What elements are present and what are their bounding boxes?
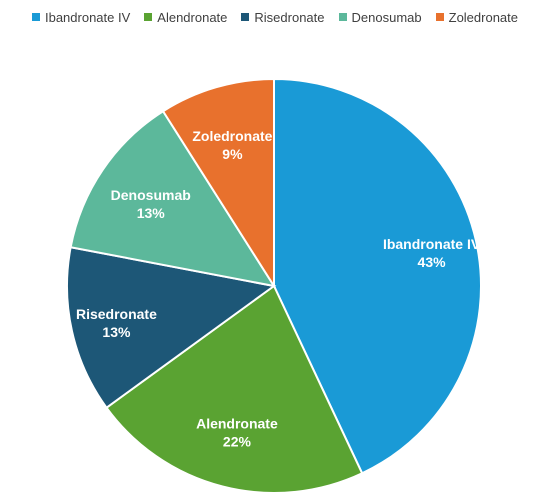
legend-swatch-zoledronate (435, 13, 444, 21)
legend-label-risedronate: Risedronate (254, 9, 325, 25)
slice-name-label-ibandronate-iv: Ibandronate IV (383, 236, 481, 252)
pie-slice-denosumab (69, 109, 277, 288)
slice-value-label-alendronate: 22% (223, 433, 252, 449)
slice-labels: Ibandronate IV 43% Alendronate 22% Risedrona… (76, 128, 481, 449)
legend-swatch-risedronate (241, 13, 250, 21)
legend-label-zoledronate: Zoledronate (448, 9, 519, 25)
slice-value-label-zoledronate: 9% (222, 146, 243, 162)
legend-label-alendronate: Alendronate (157, 9, 228, 25)
legend-item-alendronate: Alendronate (144, 10, 227, 25)
slice-name-label-zoledronate: Zoledronate (192, 128, 272, 144)
chart-legend: Ibandronate IV Alendronate Risedronate Deno… (0, 6, 550, 28)
slice-value-label-risedronate: 13% (102, 324, 131, 340)
pie-slice-alendronate (105, 284, 364, 494)
legend-label-denosumab: Denosumab (351, 9, 422, 25)
slice-value-label-denosumab: 13% (137, 205, 166, 221)
slice-name-label-alendronate: Alendronate (196, 415, 278, 431)
legend-swatch-alendronate (144, 13, 153, 21)
legend-item-risedronate: Risedronate (241, 9, 325, 25)
legend-swatch-denosumab (338, 13, 347, 21)
legend-item-zoledronate: Zoledronate (435, 9, 519, 25)
slice-name-label-risedronate: Risedronate (76, 306, 157, 322)
pie-slice-zoledronate (161, 77, 275, 290)
legend-item-ibandronate-iv: Ibandronate IV (31, 9, 131, 25)
pie-slice-risedronate (66, 246, 277, 410)
pie-slice-ibandronate-iv (273, 77, 482, 475)
slice-name-label-denosumab: Denosumab (111, 187, 191, 203)
pie-slices (66, 77, 482, 494)
slice-value-label-ibandronate-iv: 43% (418, 254, 447, 270)
legend-item-denosumab: Denosumab (338, 9, 422, 25)
legend-swatch-ibandronate-iv (31, 13, 40, 21)
legend-label-ibandronate-iv: Ibandronate IV (44, 9, 131, 25)
